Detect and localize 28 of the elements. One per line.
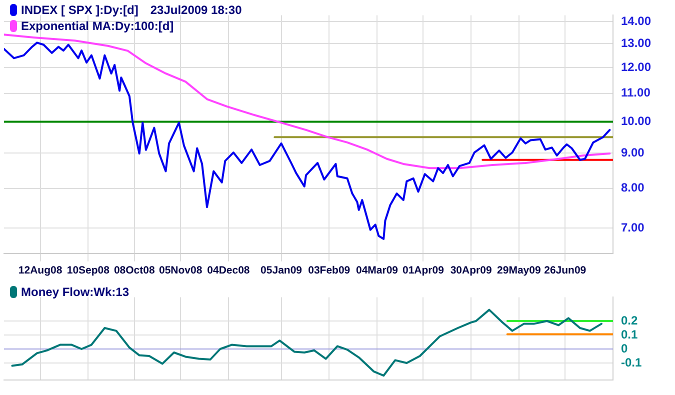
x-tick-label: 08Oct08 bbox=[114, 264, 155, 277]
y-tick-label: 10.00 bbox=[621, 114, 652, 128]
y-tick-label: 0.2 bbox=[621, 313, 638, 328]
x-tick-label: 03Feb09 bbox=[308, 264, 350, 277]
x-tick-label: 04Mar09 bbox=[356, 264, 398, 277]
y-tick-label: 9.00 bbox=[621, 146, 645, 160]
annotation: 23Jul2009 18:30 bbox=[150, 2, 242, 18]
x-tick-label: 30Apr09 bbox=[450, 264, 492, 277]
legend-label: INDEX [ SPX ]:Dy:[d] bbox=[21, 2, 138, 18]
legend-label: Money Flow:Wk:13 bbox=[21, 284, 130, 300]
y-tick-label: -0.1 bbox=[621, 355, 642, 370]
x-tick-label: 05Nov08 bbox=[158, 264, 202, 277]
y-tick-label: 12.00 bbox=[621, 60, 652, 74]
legend-label: Exponential MA:Dy:100:[d] bbox=[21, 18, 174, 34]
x-tick-label: 26Jun09 bbox=[544, 264, 586, 277]
y-tick-label: 13.00 bbox=[621, 36, 652, 50]
x-tick-label: 10Sep08 bbox=[66, 264, 110, 277]
y-tick-label: 7.00 bbox=[621, 220, 645, 234]
x-tick-label: 01Apr09 bbox=[402, 264, 444, 277]
y-tick-label: 0 bbox=[621, 341, 628, 356]
x-tick-label: 04Dec08 bbox=[207, 264, 250, 277]
y-tick-label: 11.00 bbox=[621, 86, 651, 100]
y-tick-label: 0.1 bbox=[621, 327, 638, 342]
x-tick-label: 05Jan09 bbox=[260, 264, 302, 277]
x-tick-label: 12Aug08 bbox=[18, 264, 62, 277]
y-tick-label: 8.00 bbox=[621, 180, 645, 195]
y-tick-label: 14.00 bbox=[621, 14, 652, 28]
x-tick-label: 29May09 bbox=[497, 264, 541, 277]
